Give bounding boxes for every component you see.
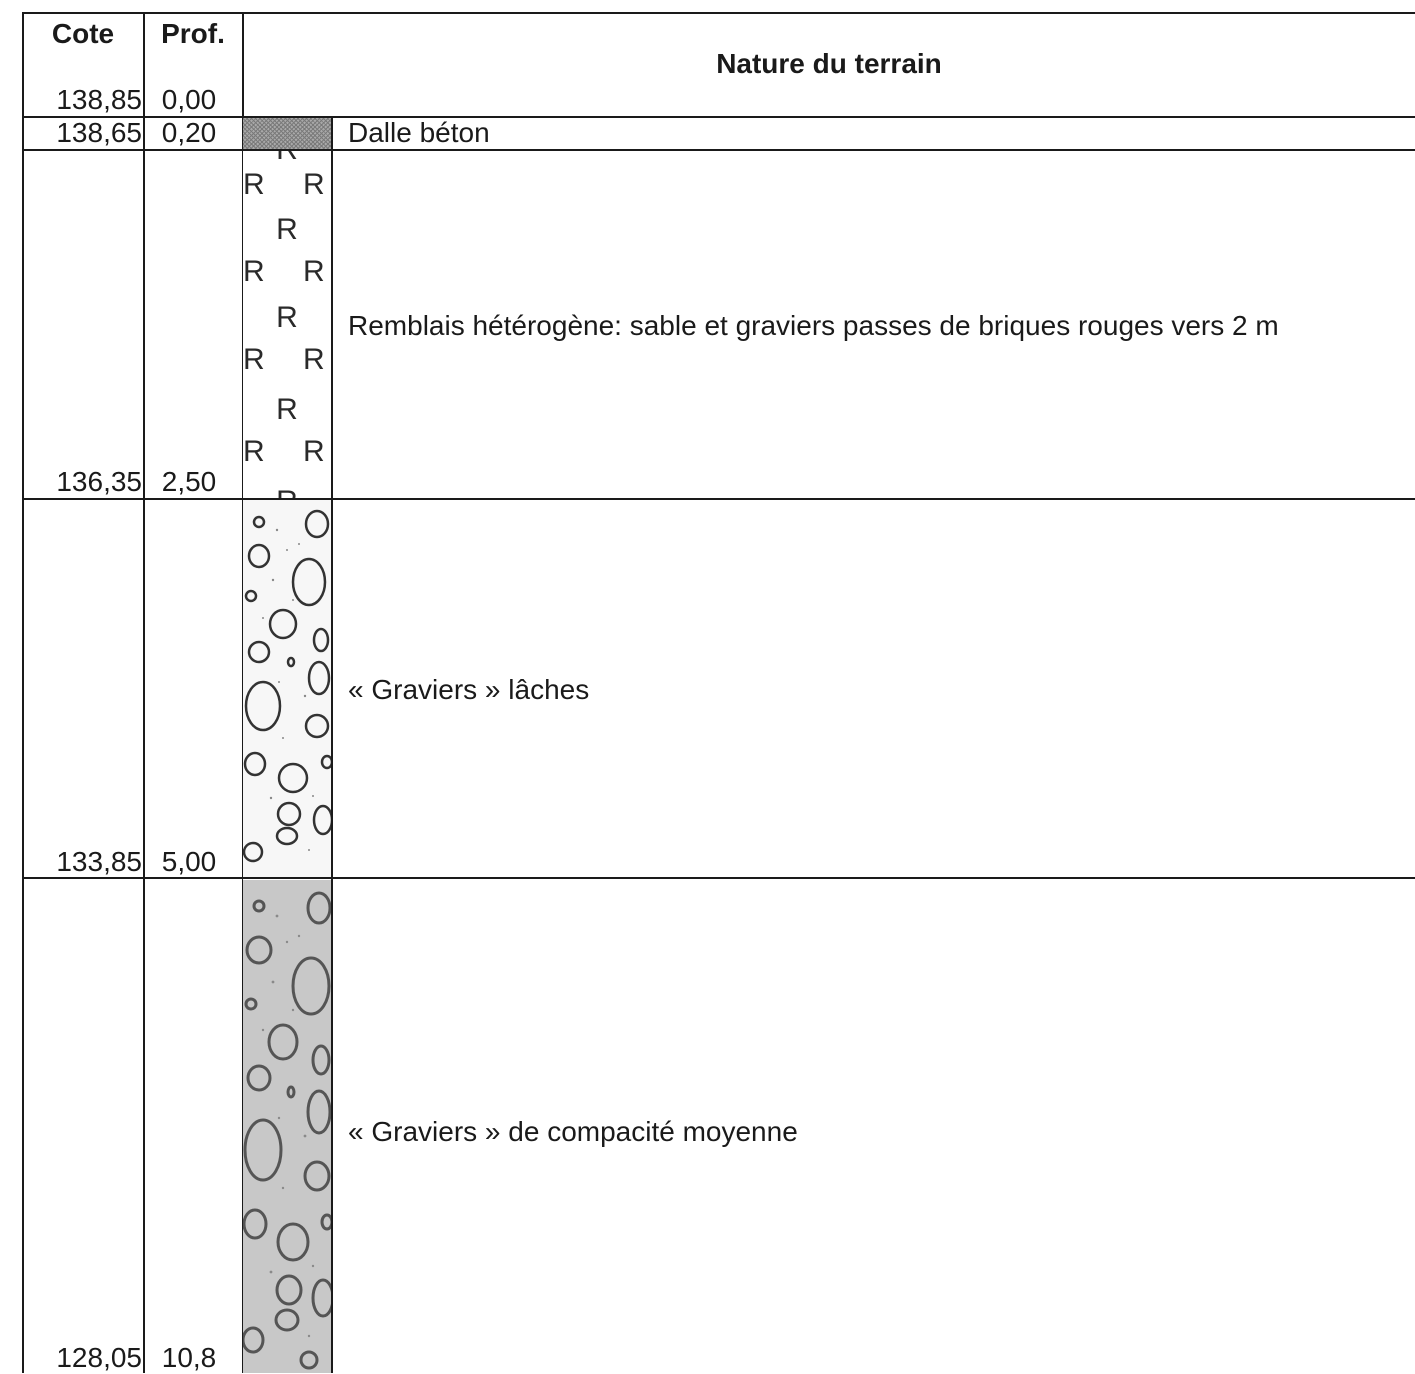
row-divider [22,498,1415,500]
layer-2-cote: 136,35 [56,466,142,497]
layer-3-cote: 133,85 [56,846,142,877]
gravel-loose-svg [243,509,332,863]
layer-1-prof: 0,20 [161,117,217,148]
fill-R-symbols: R R R R R R R R R R R R R [243,151,325,499]
row-divider [22,116,1415,118]
layer-3-description: « Graviers » lâches [348,674,590,705]
fill-R-symbol: R [276,213,298,246]
layer-2-description: Remblais hétérogène: sable et graviers p… [348,310,1279,341]
fill-R-symbol: R [276,485,298,499]
fill-R-symbol: R [303,168,325,201]
fill-pattern: R R R R R R R R R R R R R [243,151,332,499]
fill-R-symbol: R [303,255,325,288]
column-divider [22,12,24,1373]
top-prof: 0,00 [161,84,217,115]
layer-4-cote: 128,05 [56,1342,142,1373]
fill-R-symbol: R [243,435,265,468]
header-nature: Nature du terrain [716,48,942,79]
fill-R-symbol: R [303,343,325,376]
fill-R-symbol: R [303,435,325,468]
row-divider [22,877,1415,879]
top-cote: 138,85 [56,84,142,115]
column-divider [143,12,145,1373]
header-cote: Cote [51,18,115,49]
gravel-medium-pattern [243,880,332,1373]
layer-4-description: « Graviers » de compacité moyenne [348,1116,798,1147]
gravel-medium-svg [243,891,332,1370]
layer-2-prof: 2,50 [161,466,217,497]
fill-R-symbol: R [276,393,298,426]
gravel-loose-pattern [243,500,332,878]
layer-4-prof: 10,8 [161,1342,217,1373]
fill-R-symbol: R [243,343,265,376]
column-divider [242,118,243,1373]
table-border-top [22,12,1415,14]
fill-R-symbol: R [276,151,298,166]
fill-R-symbol: R [276,301,298,334]
layer-1-description: Dalle béton [348,117,490,148]
layer-3-prof: 5,00 [161,846,217,877]
fill-R-pattern-svg: R R R R R R R R R R R R R [243,151,325,499]
fill-R-symbol: R [243,168,265,201]
concrete-hatch-pattern [243,118,332,149]
row-divider [22,149,1415,151]
column-divider [242,12,244,118]
header-prof: Prof. [161,18,225,49]
column-divider [331,118,333,1373]
fill-R-symbol: R [243,255,265,288]
layer-1-cote: 138,65 [56,117,142,148]
